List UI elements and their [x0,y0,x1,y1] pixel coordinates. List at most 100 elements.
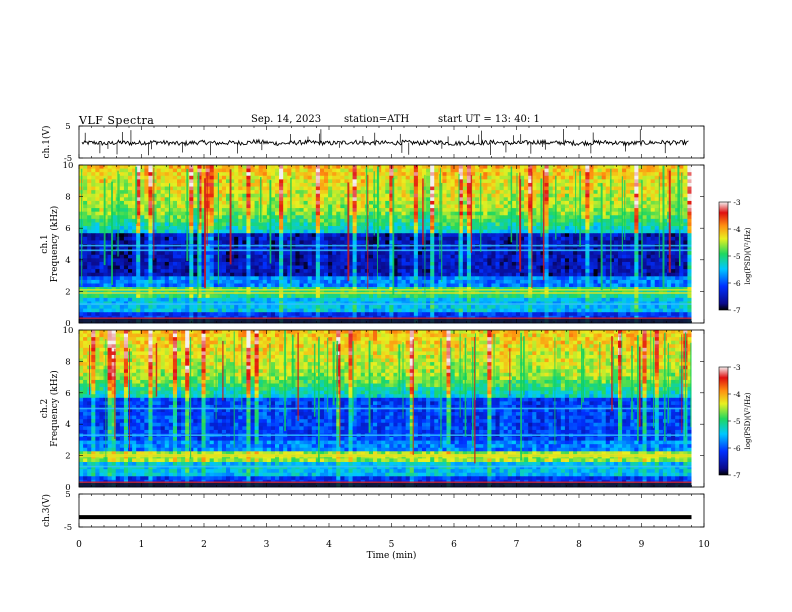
spectrogram-cell [242,233,247,238]
spectrogram-cell [144,165,149,169]
spectrogram-cell [123,222,129,227]
spectrogram-cell [119,240,125,245]
spectrogram-cell [332,236,337,241]
spectrogram-cell [270,168,276,173]
spectrogram-cell [548,208,554,213]
spectrogram-cell [487,218,492,223]
spectrogram-cell [454,204,460,209]
spectrogram-cell [622,269,627,274]
spectrogram-cell [687,168,692,173]
spectrogram-cell [662,269,668,274]
spectrogram-cell [409,193,415,198]
spectrogram-cell [417,193,423,198]
spectrogram-cell [332,222,337,227]
spectrogram-cell [201,261,206,266]
spectrogram-cell [99,175,104,180]
spectrogram-cell [258,261,264,266]
spectrogram-cell [454,261,460,266]
spectrogram-cell [181,165,186,169]
spectrogram-cell [352,236,358,241]
spectrogram-cell [454,254,460,259]
spectrogram-cell [446,276,451,281]
spectrogram-cell [164,226,170,231]
spectrogram-cell [654,186,660,191]
spectrogram-cell [413,236,419,241]
spectrogram-cell [87,204,92,209]
spectrogram-cell [336,200,341,205]
spectrogram-cell [446,261,451,266]
spectrogram-cell [270,211,276,216]
spectrogram-cell [389,186,394,191]
spectrogram-cell [95,168,100,173]
spectrogram-cell [434,190,439,195]
spectrogram-cell [638,165,643,169]
spectrogram-cell [462,261,468,266]
spectrogram-cell [201,269,206,274]
spectrogram-cell [458,168,464,173]
spectrogram-cell [201,204,206,209]
spectrogram-cell [193,251,198,256]
spectrogram-cell [152,215,157,220]
spectrogram-cell [511,204,517,209]
spectrogram-cell [148,279,153,284]
spectrogram-cell [246,179,251,184]
spectrogram-cell [254,226,260,231]
spectrogram-cell [487,208,492,213]
spectrogram-cell [446,204,451,209]
spectrogram-cell [466,186,472,191]
spectrogram-cell [352,193,358,198]
spectrogram-cell [646,190,652,195]
spectrogram-cell [103,182,108,187]
spectrogram-cell [193,272,198,277]
spectrogram-cell [495,165,500,169]
spectrogram-cell [168,215,174,220]
spectrogram-cell [475,269,480,274]
spectrogram-cell [283,208,288,213]
spectrogram-cell [417,172,423,177]
spectrogram-cell [213,240,219,245]
spectrogram-cell [242,251,247,256]
spectrogram-cell [262,240,268,245]
spectrogram-cell [405,168,411,173]
spectrogram-cell [156,276,162,281]
spectrogram-cell [230,279,235,284]
spectrogram-cell [234,279,239,284]
spectrogram-cell [83,190,88,195]
spectrogram-cell [601,229,607,234]
spectrogram-cell [83,200,88,205]
spectrogram-cell [242,222,247,227]
spectrogram-cell [466,204,472,209]
spectrogram-cell [569,215,574,220]
spectrogram-cell [303,258,309,263]
spectrogram-cell [597,172,603,177]
spectrogram-cell [450,261,456,266]
spectrogram-cell [528,236,533,241]
spectrogram-cell [548,204,554,209]
spectrogram-cell [373,265,378,270]
spectrogram-cell [189,179,194,184]
spectrogram-cell [221,276,227,281]
spectrogram-cell [626,222,631,227]
spectrogram-cell [446,165,451,169]
spectrogram-cell [319,179,325,184]
spectrogram-cell [483,279,488,284]
spectrogram-cell [618,272,623,277]
spectrogram-cell [87,258,92,263]
spectrogram-cell [417,208,423,213]
spectrogram-cell [462,269,468,274]
spectrogram-cell [515,261,521,266]
spectrogram-cell [140,200,145,205]
spectrogram-cell [279,190,284,195]
spectrogram-cell [368,236,374,241]
spectrogram-cell [458,218,464,223]
spectrogram-cell [479,218,484,223]
spectrogram-cell [613,251,619,256]
spectrogram-cell [642,226,647,231]
spectrogram-cell [536,261,541,266]
spectrogram-cell [495,218,500,223]
spectrogram-cell [160,265,166,270]
spectrogram-cell [234,165,239,169]
spectrogram-cell [136,179,141,184]
spectrogram-cell [524,254,529,259]
spectrogram-cell [409,218,415,223]
